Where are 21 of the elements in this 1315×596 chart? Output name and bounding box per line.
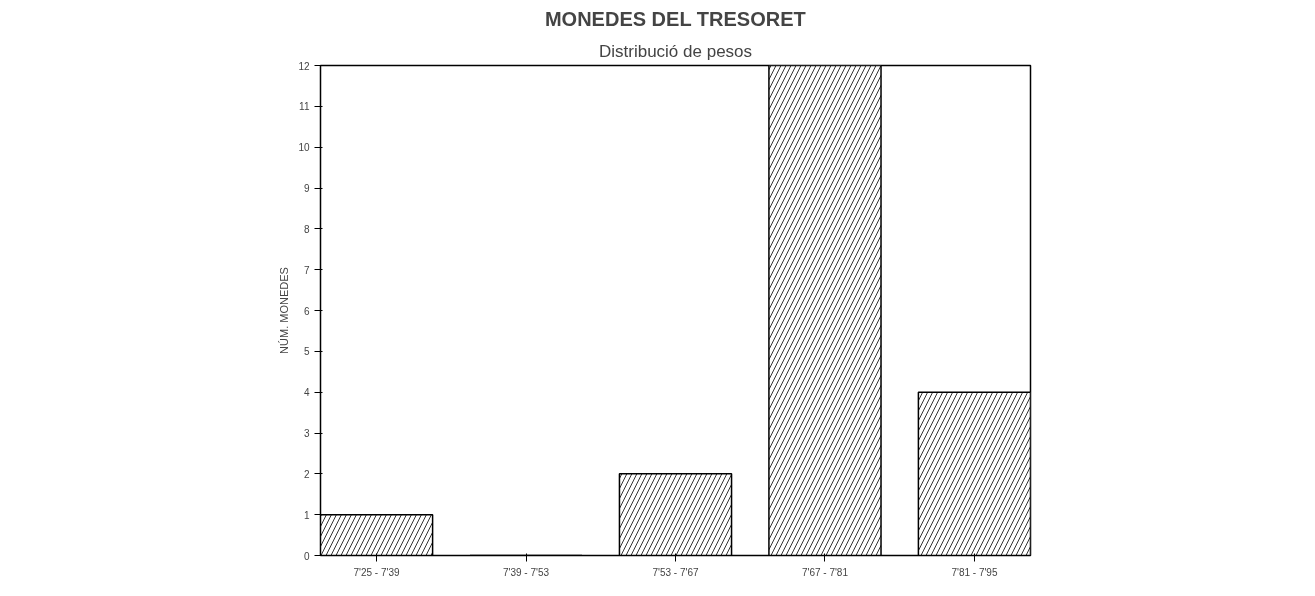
y-tick-label: 12 bbox=[298, 60, 310, 72]
y-tick-label: 11 bbox=[299, 101, 310, 113]
y-tick-label: 2 bbox=[303, 468, 310, 480]
y-tick-label: 6 bbox=[303, 305, 310, 317]
y-tick-label: 3 bbox=[303, 428, 310, 439]
chart-title: MONEDES DEL TRESORET bbox=[544, 7, 806, 30]
chart-subtitle: Distribució de pesos bbox=[598, 41, 753, 61]
x-tick-label: 7'81 - 7'95 bbox=[951, 566, 998, 578]
y-tick-label: 5 bbox=[303, 346, 310, 358]
y-tick-label: 4 bbox=[303, 387, 310, 399]
y-tick-label: 8 bbox=[303, 223, 310, 235]
x-tick-label: 7'39 - 7'53 bbox=[502, 566, 550, 578]
x-tick-label: 7'25 - 7'39 bbox=[353, 566, 401, 578]
y-tick-label: 1 bbox=[303, 509, 310, 521]
y-tick-label: 10 bbox=[298, 142, 310, 154]
y-tick-label: 9 bbox=[303, 183, 310, 194]
y-tick-label: 0 bbox=[303, 550, 310, 562]
x-tick-label: 7'67 - 7'81 bbox=[801, 566, 849, 578]
x-tick-label: 7'53 - 7'67 bbox=[652, 566, 699, 578]
y-axis-title: NÚM. MONEDES bbox=[278, 267, 291, 354]
y-tick-label: 7 bbox=[303, 264, 310, 276]
